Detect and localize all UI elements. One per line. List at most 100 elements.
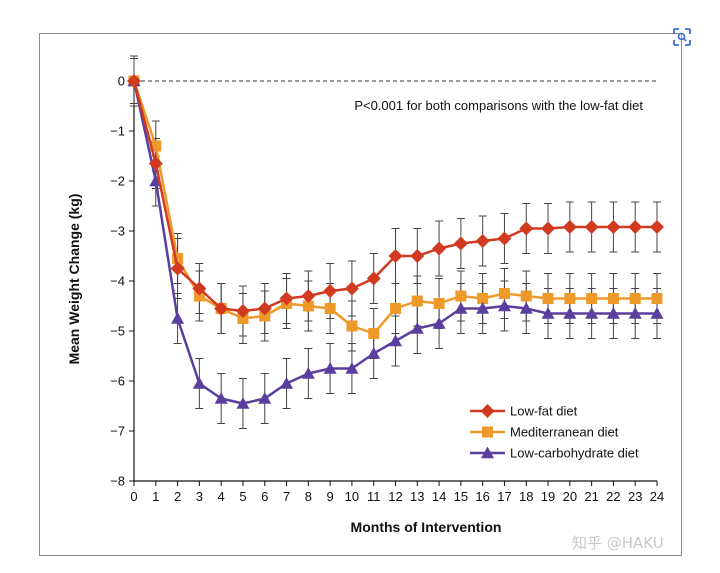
data-point — [629, 293, 641, 304]
y-tick-label: 0 — [118, 74, 125, 89]
y-tick-label: −3 — [110, 224, 125, 239]
data-point — [498, 288, 510, 299]
y-tick-label: −2 — [110, 174, 125, 189]
x-tick-label: 15 — [454, 489, 468, 504]
data-point — [651, 293, 663, 304]
data-point — [497, 299, 511, 312]
data-point — [150, 140, 162, 152]
chart-frame: 0 −1 −2 −3 −4 −5 −6 −7 −8 0 1 2 3 4 5 6 7 8 9 10 11 12 13 14 15 1… — [39, 33, 682, 556]
y-tick-label: −6 — [110, 374, 125, 389]
data-point — [584, 220, 599, 234]
legend-label: Mediterranean diet — [510, 425, 619, 440]
y-tick-label: −7 — [110, 424, 125, 439]
data-point — [237, 313, 249, 324]
x-tick-label: 1 — [152, 489, 159, 504]
data-point — [541, 307, 555, 319]
data-point — [389, 334, 402, 347]
legend-marker — [481, 446, 494, 459]
data-point — [148, 156, 163, 171]
data-point — [236, 397, 250, 409]
data-point — [346, 320, 358, 332]
data-point — [497, 231, 512, 246]
data-point — [541, 221, 556, 236]
series-1 — [127, 74, 664, 318]
data-point — [519, 302, 533, 314]
data-point — [388, 249, 403, 263]
x-tick-label: 14 — [432, 489, 446, 504]
y-tick-label: −5 — [110, 324, 125, 339]
x-tick-label: 11 — [367, 489, 381, 504]
x-tick-label: 24 — [650, 489, 664, 504]
data-point — [432, 241, 447, 256]
x-tick-label: 20 — [563, 489, 577, 504]
legend: Low-fat diet Mediterranean diet Low-carboh… — [470, 404, 639, 461]
data-point — [628, 307, 642, 319]
data-point — [519, 221, 534, 236]
x-tick-label: 22 — [606, 489, 620, 504]
x-tick-label: 9 — [327, 489, 334, 504]
y-axis-label: Mean Weight Change (kg) — [66, 194, 82, 365]
data-point — [432, 317, 446, 329]
legend-marker — [482, 426, 493, 438]
data-point — [455, 290, 467, 302]
y-tick-label: −1 — [110, 124, 125, 139]
data-point — [650, 307, 664, 319]
x-tick-label: 23 — [628, 489, 642, 504]
x-tick-label: 18 — [519, 489, 533, 504]
chart-annotation: P<0.001 for both comparisons with the lo… — [354, 98, 643, 113]
data-point — [344, 281, 359, 296]
data-point — [433, 298, 445, 309]
data-point — [410, 249, 425, 263]
x-tick-label: 0 — [130, 489, 137, 504]
error-bars-3 — [130, 55, 661, 429]
data-point — [324, 303, 336, 314]
x-tick-label: 6 — [261, 489, 268, 504]
data-point — [366, 271, 381, 286]
watermark: 知乎 @HAKU — [572, 534, 664, 552]
data-point — [410, 322, 424, 334]
data-point — [258, 392, 272, 404]
data-point — [476, 302, 490, 314]
data-point — [477, 293, 489, 304]
x-tick-label: 2 — [174, 489, 181, 504]
data-point — [171, 312, 185, 324]
x-tick-label: 19 — [541, 489, 555, 504]
data-point — [323, 284, 338, 298]
series-layer — [127, 55, 664, 429]
scan-icon[interactable] — [672, 27, 692, 47]
data-point — [192, 377, 206, 389]
x-axis-label: Months of Intervention — [351, 519, 502, 535]
legend-label: Low-carbohydrate diet — [510, 446, 639, 461]
data-point — [454, 302, 468, 314]
data-point — [564, 293, 576, 304]
legend-label: Low-fat diet — [510, 404, 578, 419]
data-point — [368, 328, 380, 339]
data-point — [390, 303, 401, 314]
legend-marker — [480, 404, 495, 418]
x-tick-label: 10 — [345, 489, 359, 504]
data-point — [650, 220, 664, 234]
data-point — [607, 293, 619, 304]
x-tick-label: 17 — [497, 489, 511, 504]
data-point — [411, 295, 423, 307]
data-point — [280, 377, 294, 389]
data-point — [172, 253, 184, 264]
x-tick-label: 7 — [283, 489, 290, 504]
x-tick-label: 13 — [410, 489, 424, 504]
data-point — [302, 300, 314, 312]
y-tick-label: −4 — [110, 274, 125, 289]
x-tick-label: 5 — [239, 489, 246, 504]
data-point — [192, 281, 207, 296]
x-tick-label: 21 — [584, 489, 598, 504]
series-3 — [127, 74, 664, 409]
data-point — [214, 392, 228, 404]
data-point — [259, 310, 271, 322]
data-point — [127, 74, 141, 88]
x-tick-label: 12 — [388, 489, 402, 504]
data-point — [628, 220, 643, 234]
data-point — [235, 304, 250, 318]
data-point — [563, 307, 577, 319]
data-point — [606, 307, 620, 319]
x-tick-label: 4 — [218, 489, 225, 504]
data-point — [279, 291, 294, 306]
